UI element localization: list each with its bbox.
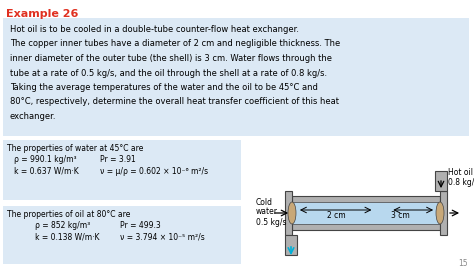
Text: ρ = 852 kg/m³: ρ = 852 kg/m³ — [35, 221, 90, 230]
Text: Cold: Cold — [256, 198, 273, 207]
Ellipse shape — [288, 202, 296, 224]
Text: ν = 3.794 × 10⁻⁵ m²/s: ν = 3.794 × 10⁻⁵ m²/s — [120, 233, 205, 242]
Text: 15: 15 — [458, 259, 468, 268]
Text: The properties of oil at 80°C are: The properties of oil at 80°C are — [7, 210, 130, 219]
Bar — [285, 191, 292, 235]
Text: Hot oil is to be cooled in a double-tube counter-flow heat exchanger.: Hot oil is to be cooled in a double-tube… — [10, 25, 299, 34]
Bar — [285, 235, 297, 255]
Text: exchanger.: exchanger. — [10, 112, 56, 121]
Text: 80°C, respectively, determine the overall heat transfer coefficient of this heat: 80°C, respectively, determine the overal… — [10, 98, 339, 107]
Bar — [440, 191, 447, 235]
Text: ρ = 990.1 kg/m³: ρ = 990.1 kg/m³ — [14, 155, 77, 164]
Text: 0.8 kg/s: 0.8 kg/s — [448, 178, 474, 187]
Text: 3 cm: 3 cm — [391, 210, 410, 219]
Text: Example 26: Example 26 — [6, 9, 78, 19]
Text: Pr = 499.3: Pr = 499.3 — [120, 221, 161, 230]
Bar — [292, 202, 440, 224]
Text: water: water — [256, 207, 278, 216]
Text: Taking the average temperatures of the water and the oil to be 45°C and: Taking the average temperatures of the w… — [10, 83, 318, 92]
Text: Hot oil: Hot oil — [448, 168, 473, 177]
Bar — [292, 196, 440, 230]
Text: The properties of water at 45°C are: The properties of water at 45°C are — [7, 144, 143, 153]
Bar — [3, 140, 241, 200]
Bar — [3, 206, 241, 264]
Text: 0.5 kg/s: 0.5 kg/s — [256, 218, 286, 227]
Text: tube at a rate of 0.5 kg/s, and the oil through the shell at a rate of 0.8 kg/s.: tube at a rate of 0.5 kg/s, and the oil … — [10, 68, 327, 78]
Bar — [435, 171, 447, 191]
Ellipse shape — [436, 202, 444, 224]
Bar — [3, 18, 469, 136]
Text: k = 0.637 W/m·K: k = 0.637 W/m·K — [14, 167, 79, 176]
Text: k = 0.138 W/m·K: k = 0.138 W/m·K — [35, 233, 100, 242]
Text: Pr = 3.91: Pr = 3.91 — [100, 155, 136, 164]
Text: The copper inner tubes have a diameter of 2 cm and negligible thickness. The: The copper inner tubes have a diameter o… — [10, 39, 340, 48]
Text: inner diameter of the outer tube (the shell) is 3 cm. Water flows through the: inner diameter of the outer tube (the sh… — [10, 54, 332, 63]
Text: ν = μ/ρ = 0.602 × 10⁻⁶ m²/s: ν = μ/ρ = 0.602 × 10⁻⁶ m²/s — [100, 167, 208, 176]
Text: 2 cm: 2 cm — [327, 210, 346, 219]
